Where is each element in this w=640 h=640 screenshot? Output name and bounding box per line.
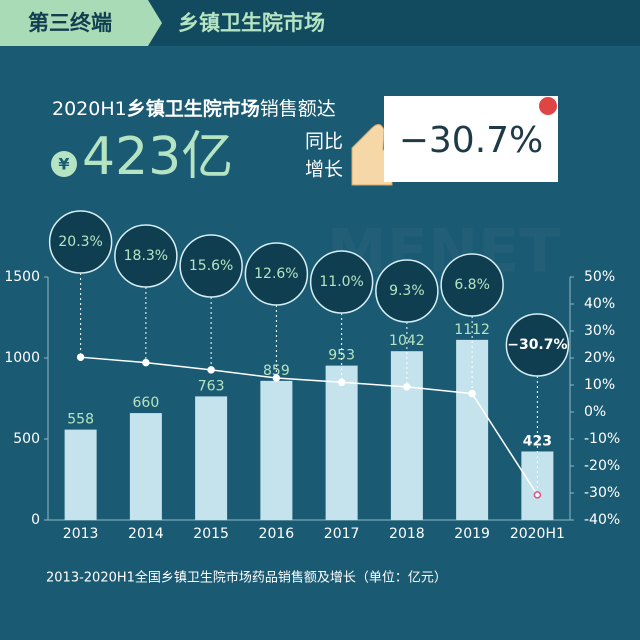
yoy-line1: 同比 [305, 131, 343, 153]
growth-label: 6.8% [454, 277, 490, 293]
headline-market: 乡镇卫生院市场 [127, 97, 260, 120]
bar-value-label: 763 [198, 378, 225, 394]
headline-period: 2020H1 [52, 98, 127, 120]
x-tick-label: 2020H1 [510, 526, 565, 542]
header-tag-bg [0, 0, 162, 46]
bar [390, 351, 423, 520]
growth-bubble [114, 224, 178, 288]
x-tick-label: 2014 [128, 526, 164, 542]
y2-tick-label: -10% [584, 431, 620, 447]
y2-tick-label: -30% [584, 485, 620, 501]
growth-bubble [48, 210, 113, 274]
bar-value-label: 558 [67, 412, 94, 428]
growth-bubble [505, 313, 570, 377]
y2-tick-label: 30% [584, 323, 615, 339]
caption: 2013-2020H1全国乡镇卫生院市场药品销售额及增长（单位：亿元） [46, 570, 447, 586]
bar [325, 365, 358, 520]
bar [456, 339, 489, 520]
x-tick-label: 2013 [63, 526, 99, 542]
growth-line [80, 356, 539, 496]
growth-label: 9.3% [389, 283, 425, 299]
growth-label: 15.6% [189, 258, 233, 274]
x-tick-label: 2016 [259, 526, 295, 542]
bar [260, 380, 293, 520]
currency-badge [51, 151, 77, 177]
y-tick-label: 500 [13, 431, 40, 447]
header-tag: 第三终端 [28, 11, 112, 35]
headline-phrase: 销售额达 [260, 98, 336, 120]
y2-tick-label: -40% [584, 512, 620, 528]
growth-marker [468, 389, 476, 398]
growth-marker [142, 358, 150, 367]
y2-tick-label: -20% [584, 458, 620, 474]
growth-label: 20.3% [58, 234, 102, 250]
growth-marker [207, 366, 215, 374]
x-tick-label: 2018 [389, 526, 425, 542]
bar [129, 413, 162, 520]
bar [195, 396, 228, 520]
yoy-card [384, 96, 558, 182]
growth-marker [337, 378, 346, 387]
header-title: 乡镇卫生院市场 [178, 11, 325, 35]
growth-bubble [375, 259, 439, 323]
bar-value-label: 953 [328, 348, 355, 364]
bar-value-label: 660 [133, 395, 160, 411]
bar-value-label: 1042 [389, 333, 425, 349]
growth-label: 18.3% [124, 248, 168, 264]
growth-bubble [244, 242, 309, 306]
growth-marker [272, 374, 281, 382]
growth-label: −30.7% [507, 337, 567, 353]
y-tick-label: 0 [31, 512, 40, 528]
y2-tick-label: 0% [584, 404, 606, 420]
yoy-value: −30.7% [399, 120, 544, 161]
y2-tick-label: 40% [584, 296, 615, 312]
hand-icon [351, 124, 393, 186]
y2-tick-label: 50% [584, 269, 615, 285]
y2-tick-label: 10% [584, 377, 615, 393]
growth-label: 12.6% [254, 266, 298, 282]
amount: 423亿 [82, 127, 233, 187]
x-tick-label: 2015 [193, 526, 229, 542]
growth-label: 11.0% [319, 274, 363, 290]
y-tick-label: 1000 [4, 350, 40, 366]
x-tick-label: 2019 [454, 526, 490, 542]
y2-tick-label: 20% [584, 350, 615, 366]
bar-value-label: 1112 [454, 322, 490, 338]
medal-icon [539, 97, 557, 115]
yoy-line2: 增长 [305, 159, 343, 181]
plot: 0 500 1000 1500 -40% -30% -20% -10% 0% 10% 20% 30% 4… [4, 210, 620, 542]
growth-marker [403, 383, 411, 391]
growth-bubble [179, 234, 243, 298]
bar [64, 429, 97, 520]
currency: ¥ [58, 155, 69, 174]
x-tick-label: 2017 [324, 526, 360, 542]
growth-bubble [309, 250, 374, 314]
headline: 2020H1乡镇卫生院市场销售额达 [52, 97, 336, 120]
y-tick-label: 1500 [4, 269, 40, 285]
growth-marker [76, 353, 85, 361]
growth-marker [533, 491, 542, 499]
growth-bubble [440, 253, 504, 317]
